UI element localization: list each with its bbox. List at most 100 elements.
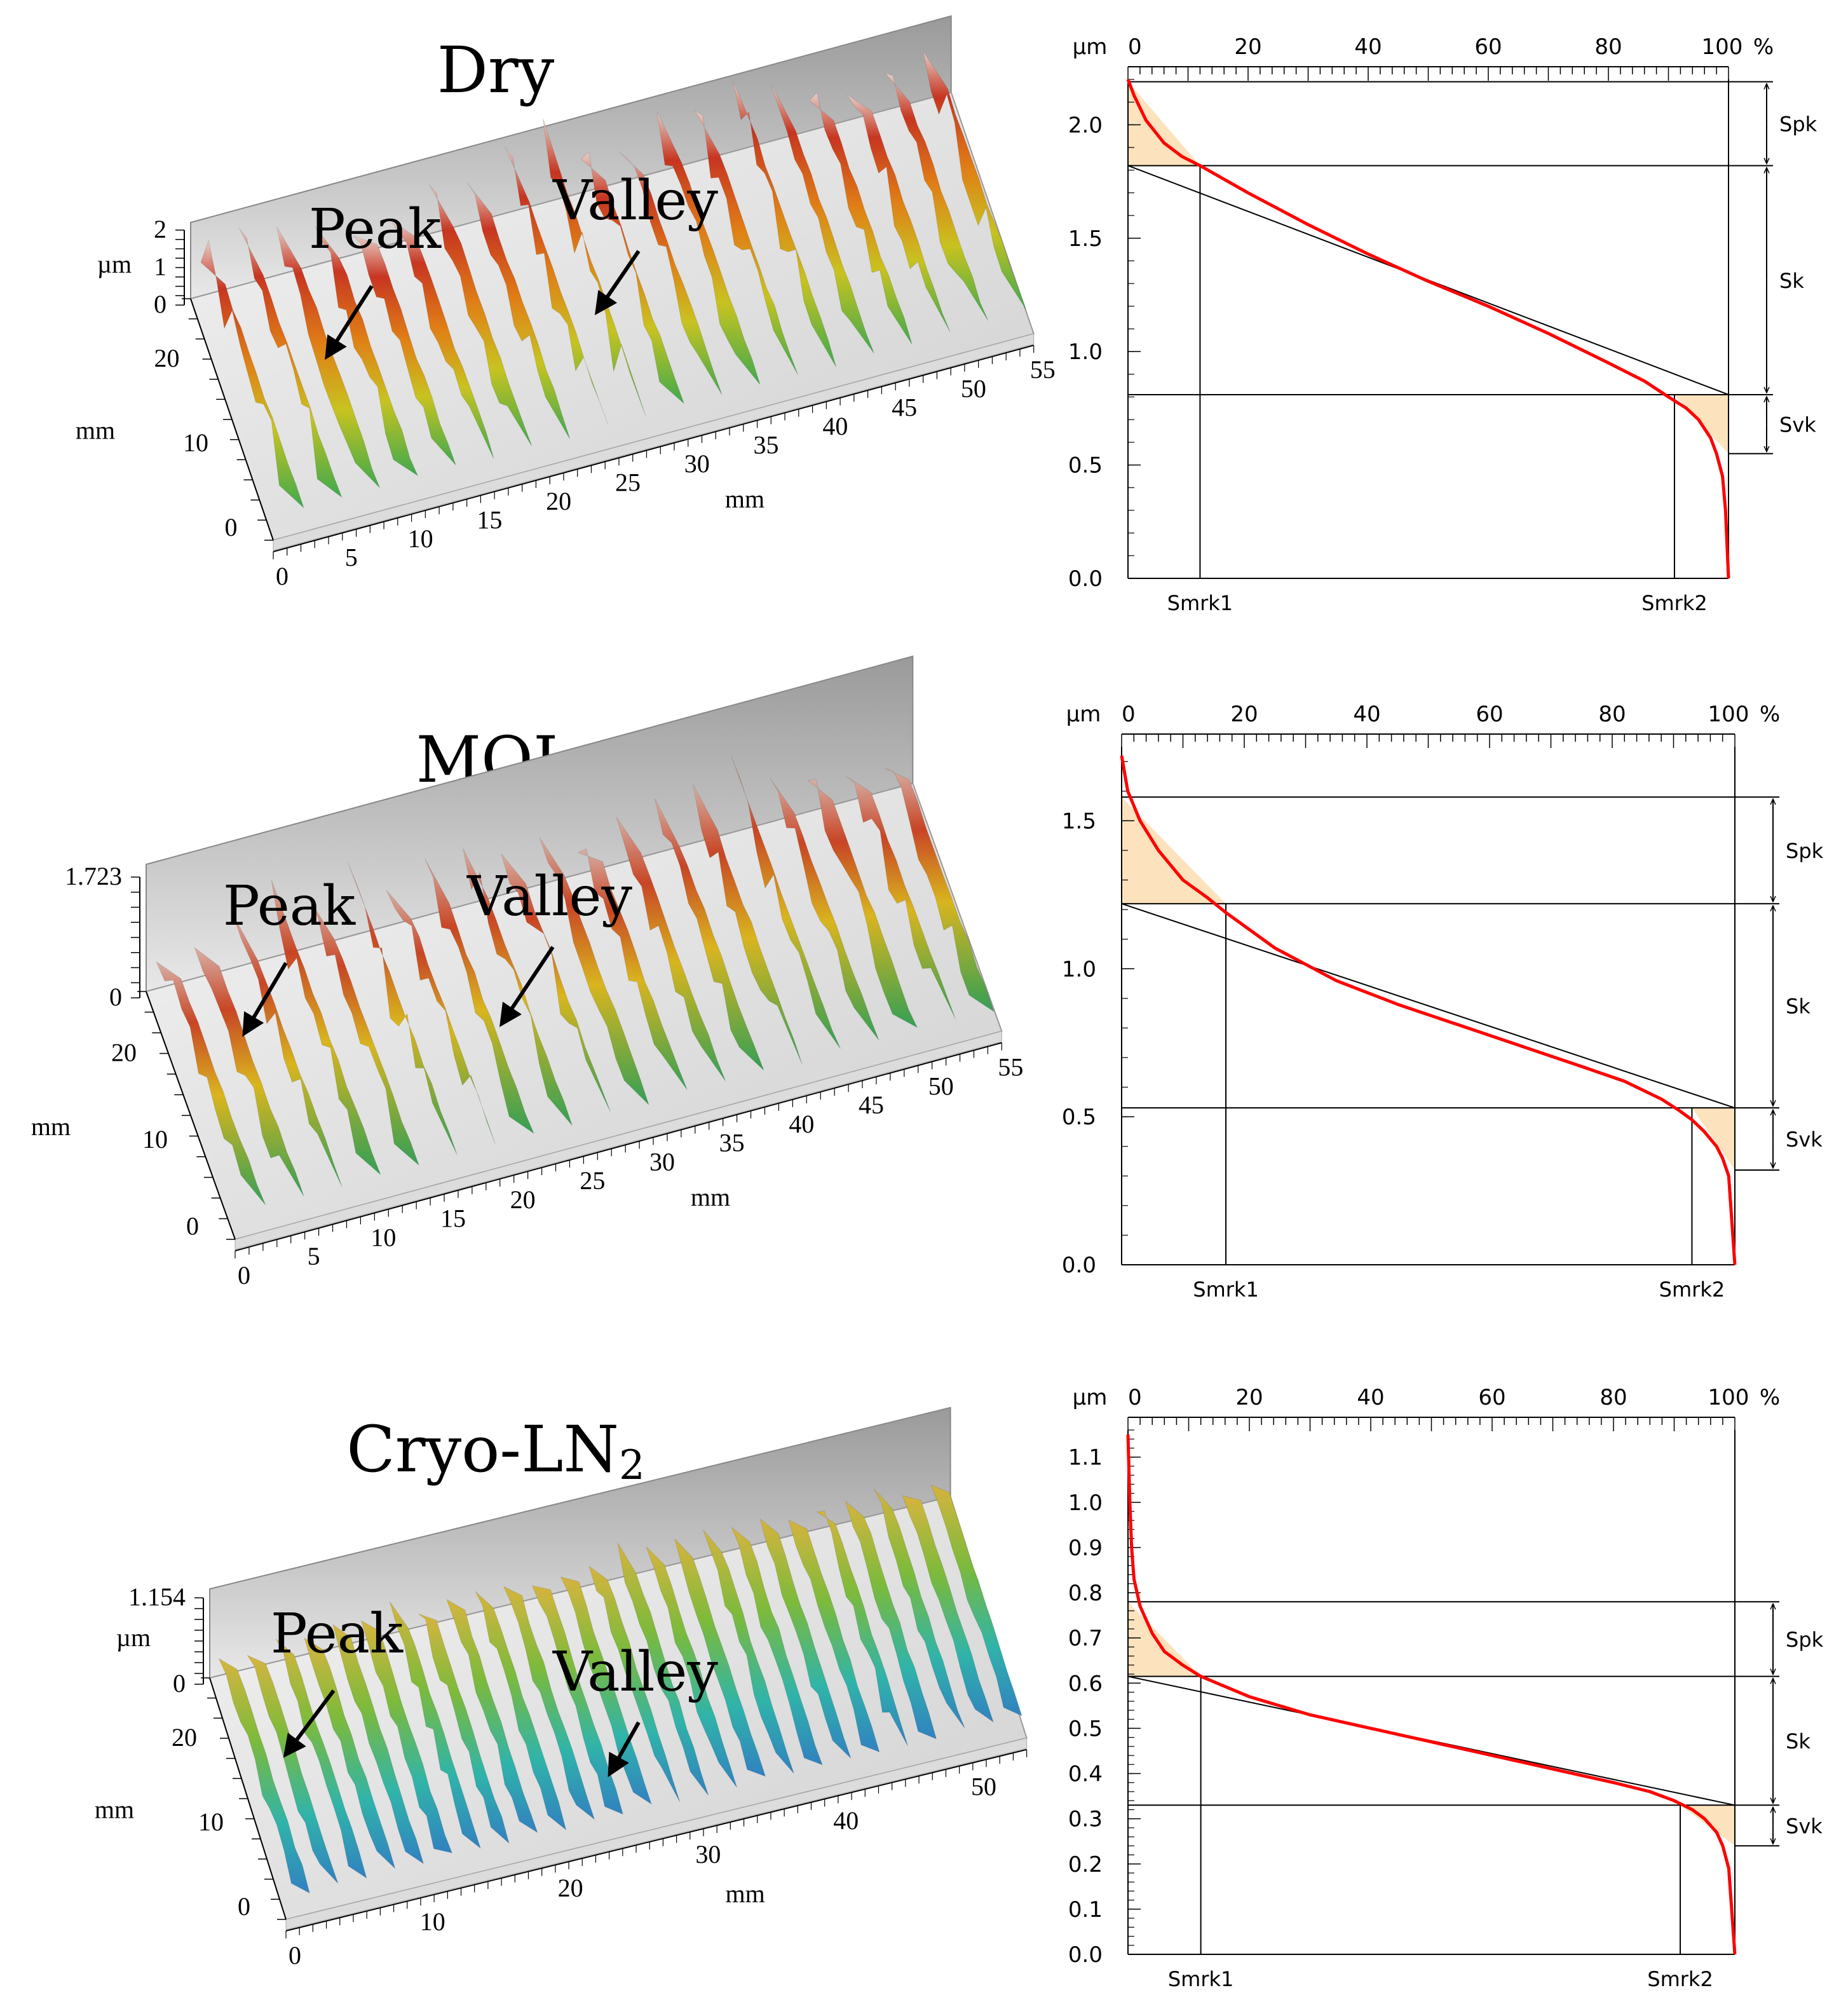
y-tick-label: 10 <box>183 428 208 457</box>
abbott-curves: 0 20 40 60 80 100 % µm 0.0 0.5 1.0 1.5 2.0 Smrk1 Smrk2… <box>1062 34 1824 1991</box>
y-unit-label: µm <box>1073 34 1108 60</box>
surface-ridge <box>505 146 609 425</box>
surface-ridge <box>580 151 684 404</box>
y-tick-label: 0 <box>186 1212 199 1241</box>
surface-ridge <box>543 118 646 417</box>
y-tick-label: 0.5 <box>1068 453 1103 479</box>
surface-ridge <box>769 777 880 1040</box>
surface-ridge <box>654 798 764 1071</box>
surface-ridge <box>475 1591 567 1831</box>
y-tick-label: 2.0 <box>1068 112 1103 138</box>
y-tick-label: 0.1 <box>1068 1897 1103 1923</box>
surface-ridge <box>246 1654 339 1884</box>
x-unit-label: mm <box>725 485 764 514</box>
surface-ridge <box>759 1518 852 1759</box>
surface-ridge <box>360 1620 453 1854</box>
surface-ridge <box>588 1565 681 1802</box>
x-tick-label: 60 <box>1478 1385 1505 1410</box>
surface-panel: Cryo-LN2 1.154 0 µm 20 10 0 mm 0 10 20 30 40 50 mm Peak… <box>95 1406 1028 1970</box>
z-tick-label: 0 <box>154 290 166 318</box>
x-tick-label: 20 <box>1234 34 1261 60</box>
y-tick-label: 1.1 <box>1068 1445 1103 1471</box>
x-unit-label: % <box>1753 34 1774 60</box>
peak-label: Peak <box>223 875 356 938</box>
x-tick-label: 35 <box>719 1129 745 1157</box>
surface-ridge <box>923 51 1027 310</box>
peak-arrow <box>242 962 288 1037</box>
surface-ridge <box>194 946 304 1197</box>
x-tick-label: 30 <box>649 1147 675 1176</box>
smrk1-label: Smrk1 <box>1168 1967 1234 1991</box>
y-tick-label: 0.3 <box>1068 1807 1103 1832</box>
y-unit-label: µm <box>1066 702 1101 727</box>
z-unit-label: µm <box>116 1623 151 1652</box>
y-tick-label: 1.0 <box>1068 339 1103 365</box>
x-tick-label: 20 <box>1230 702 1258 727</box>
x-tick-label: 15 <box>477 505 502 534</box>
spk-label: Spk <box>1786 839 1824 863</box>
smrk1-label: Smrk1 <box>1167 591 1233 615</box>
surface-ridge <box>902 1495 994 1723</box>
y-tick-label: 0.5 <box>1062 1105 1096 1130</box>
y-tick-label: 20 <box>111 1039 137 1067</box>
smrk2-label: Smrk2 <box>1641 591 1708 615</box>
surface-ridge <box>386 890 496 1145</box>
svk-label: Svk <box>1779 412 1816 437</box>
valley-arrow <box>608 1721 641 1778</box>
z-tick-label: 1.723 <box>65 862 122 890</box>
surface-plots: Dry210µm20100mm0510152025303540455055mmP… <box>31 15 1056 1970</box>
surface-ridge <box>304 1637 396 1870</box>
surface-ridge <box>531 1585 623 1815</box>
y-tick-label: 0.4 <box>1068 1762 1103 1787</box>
title-main: Cryo-LN <box>346 1412 619 1487</box>
y-tick-label: 0.8 <box>1068 1581 1103 1606</box>
surface-ridge <box>348 862 458 1155</box>
peak-label: Peak <box>309 198 442 261</box>
x-tick-label: 40 <box>1354 34 1382 60</box>
surface-ridge <box>618 151 723 395</box>
svk-area <box>1692 1108 1735 1170</box>
y-tick-label: 0 <box>238 1892 250 1921</box>
smrk2-label: Smrk2 <box>1647 1967 1713 1991</box>
x-tick-label: 20 <box>1235 1385 1263 1410</box>
x-tick-label: 0 <box>238 1261 250 1290</box>
surface-ridge <box>218 1658 310 1894</box>
y-tick-label: 20 <box>154 344 180 372</box>
surface-ridge <box>560 1576 653 1805</box>
surface-ridge <box>155 960 266 1206</box>
y-tick-label: 0.0 <box>1068 566 1103 592</box>
x-tick-label: 0 <box>1128 1385 1142 1410</box>
x-tick-label: 55 <box>1030 355 1056 384</box>
panel-title: Cryo-LN2 <box>346 1412 644 1489</box>
surface-ridge <box>692 784 803 1065</box>
surface-ridge <box>731 756 841 1049</box>
x-tick-label: 40 <box>833 1806 859 1835</box>
x-tick-label: 60 <box>1476 702 1503 727</box>
x-unit-label: mm <box>726 1879 765 1908</box>
panel-title: Dry <box>437 33 555 107</box>
z-tick-label: 0 <box>109 983 122 1011</box>
front-edge <box>273 333 1035 551</box>
surface-ridge <box>577 848 688 1090</box>
x-tick-label: 30 <box>684 449 710 478</box>
spk-area <box>1122 797 1226 904</box>
x-unit-label: % <box>1760 702 1780 727</box>
bearing-curve <box>1120 755 1737 1265</box>
sk-label: Sk <box>1779 269 1804 293</box>
surface-ridge <box>616 817 726 1082</box>
z-tick-label: 0 <box>173 1669 186 1698</box>
x-tick-label: 0 <box>276 562 289 590</box>
x-tick-label: 50 <box>961 374 986 403</box>
x-unit-label: % <box>1760 1385 1780 1410</box>
x-tick-label: 80 <box>1598 702 1626 727</box>
y-tick-label: 20 <box>172 1723 197 1752</box>
surface-ridge <box>731 1527 823 1766</box>
x-tick-label: 25 <box>615 468 641 496</box>
smrk1-label: Smrk1 <box>1193 1277 1259 1302</box>
y-tick-label: 1.5 <box>1062 808 1096 834</box>
y-tick-label: 0.0 <box>1062 1253 1096 1278</box>
x-tick-label: 80 <box>1594 34 1622 60</box>
y-tick-label: 0.7 <box>1068 1626 1103 1651</box>
sk-label: Sk <box>1786 995 1810 1019</box>
